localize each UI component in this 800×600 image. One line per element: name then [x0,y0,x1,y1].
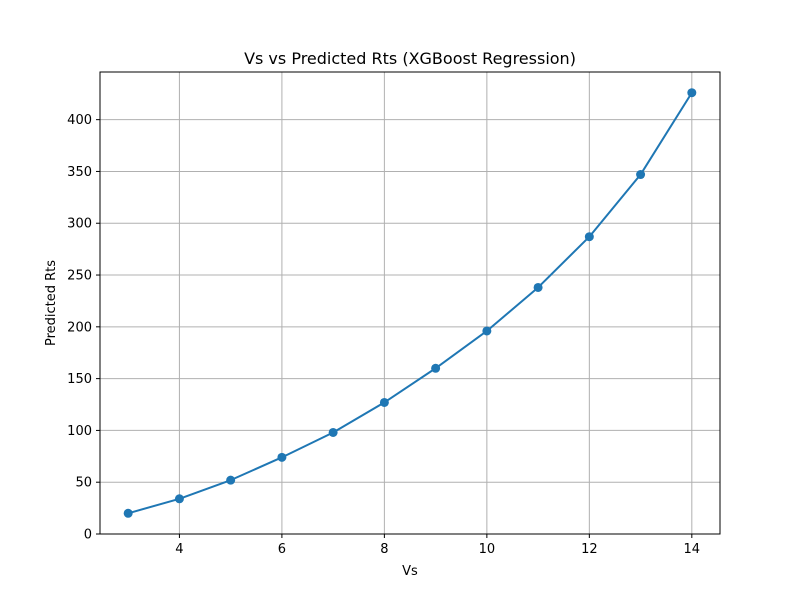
y-tick-label: 50 [75,476,92,491]
data-point [226,475,236,485]
grid [100,72,720,535]
data-point [379,397,389,407]
y-tick-label: 200 [67,320,92,335]
y-tick-label: 0 [84,528,92,543]
y-tick-label: 400 [67,113,92,128]
x-tick-label: 4 [175,542,183,557]
y-tick-label: 350 [67,165,92,180]
x-axis-label: Vs [402,564,418,579]
data-point [277,452,287,462]
series-layer [123,88,697,518]
x-tick-label: 8 [380,542,388,557]
y-axis-label: Predicted Rts [44,260,59,346]
data-point [174,494,184,504]
data-point [328,427,338,437]
x-tick-label: 6 [278,542,286,557]
y-tick-label: 300 [67,217,92,232]
y-axis-ticks: 0 50 100 150 200 250 300 350 400 [67,113,100,543]
data-point [482,326,492,336]
data-point [636,170,646,180]
chart-title: Vs vs Predicted Rts (XGBoost Regression) [244,49,576,68]
data-point [533,282,543,292]
x-tick-label: 14 [684,542,701,557]
data-point [431,363,441,373]
plot-frame [99,71,721,535]
y-tick-label: 150 [67,372,92,387]
data-point [123,508,133,518]
x-tick-label: 10 [479,542,496,557]
y-tick-label: 250 [67,269,92,284]
data-point [687,88,697,98]
y-tick-label: 100 [67,424,92,439]
x-axis-ticks: 4 6 8 10 12 14 [175,534,700,557]
x-tick-label: 12 [581,542,598,557]
series-line [127,92,693,515]
data-point [584,232,594,242]
